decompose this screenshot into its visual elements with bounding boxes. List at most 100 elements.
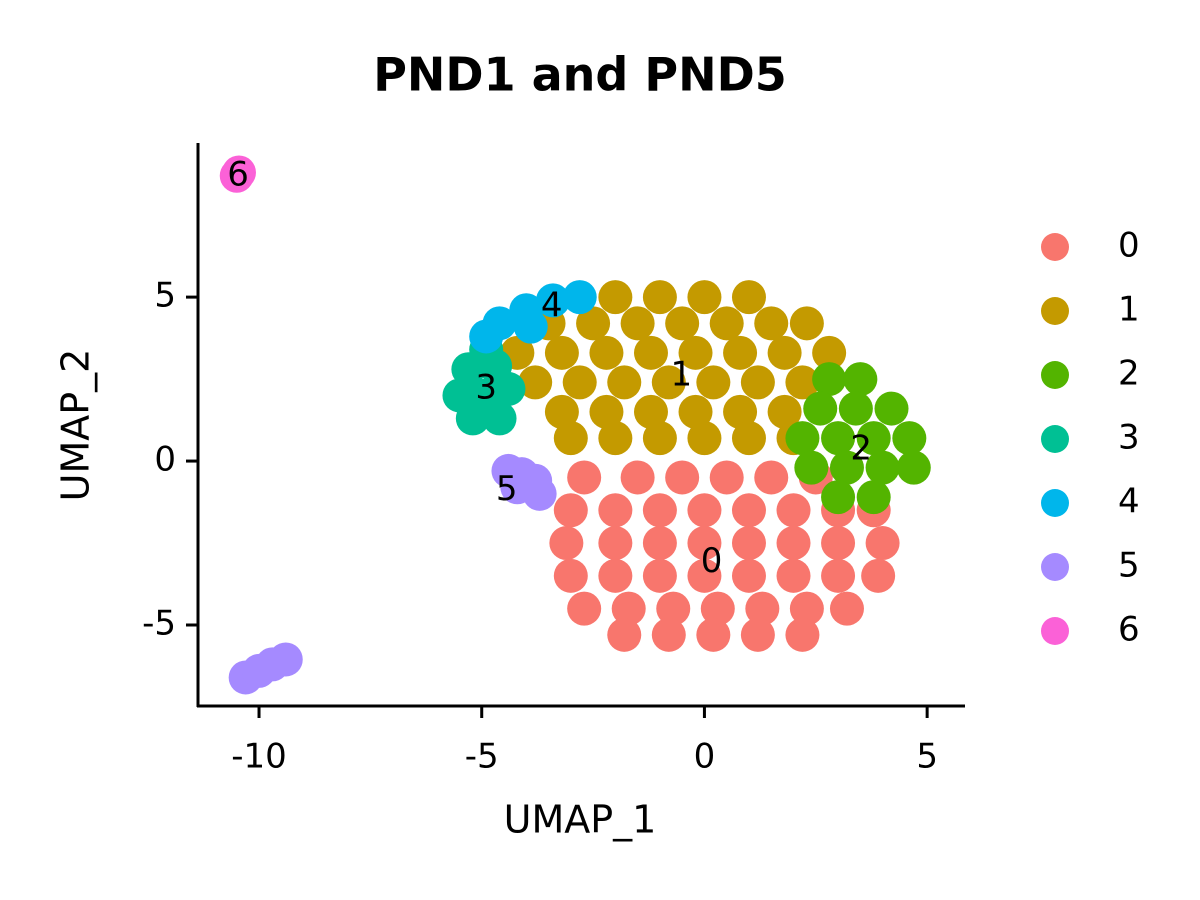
point <box>723 335 758 370</box>
point <box>518 365 553 400</box>
point <box>651 365 686 400</box>
point <box>656 591 691 626</box>
point <box>754 306 789 341</box>
point <box>221 155 256 190</box>
point <box>731 558 766 593</box>
point <box>767 394 802 429</box>
point <box>535 283 570 318</box>
legend-label: 2 <box>1118 354 1140 394</box>
x-axis-label: UMAP_1 <box>504 798 657 842</box>
cluster-label: 2 <box>850 428 872 468</box>
legend-marker <box>1041 361 1069 389</box>
point <box>731 493 766 528</box>
point <box>821 421 856 456</box>
cluster-label: 4 <box>541 285 563 325</box>
point <box>731 526 766 561</box>
point <box>896 450 931 485</box>
point <box>865 526 900 561</box>
point <box>794 450 829 485</box>
point <box>268 642 303 677</box>
legend-label: 1 <box>1118 290 1140 330</box>
point <box>491 453 526 488</box>
cluster-label: 0 <box>701 541 723 581</box>
point <box>633 335 668 370</box>
point <box>576 306 611 341</box>
point <box>651 617 686 652</box>
point <box>821 558 856 593</box>
point <box>562 280 597 315</box>
point <box>865 450 900 485</box>
chart-title: PND1 and PND5 <box>373 48 787 102</box>
point <box>553 493 588 528</box>
point <box>678 394 713 429</box>
point <box>789 306 824 341</box>
point <box>785 421 820 456</box>
point <box>665 306 700 341</box>
point <box>700 591 735 626</box>
point <box>598 558 633 593</box>
point <box>589 335 624 370</box>
x-tick-label: 0 <box>694 737 716 777</box>
point <box>642 421 677 456</box>
point <box>455 401 490 436</box>
point <box>803 391 838 426</box>
point <box>874 391 909 426</box>
point <box>731 280 766 315</box>
point <box>745 591 780 626</box>
x-tick-label: -10 <box>231 737 287 777</box>
point <box>789 591 824 626</box>
point <box>892 421 927 456</box>
y-tick-label: 5 <box>154 276 176 316</box>
legend-marker <box>1041 233 1069 261</box>
y-axis-label: UMAP_2 <box>54 349 98 502</box>
point <box>767 335 802 370</box>
point <box>776 493 811 528</box>
cluster-label: 3 <box>475 367 497 407</box>
point <box>553 421 588 456</box>
legend-label: 3 <box>1118 418 1140 458</box>
point <box>491 371 526 406</box>
point <box>642 280 677 315</box>
point <box>522 476 557 511</box>
cluster-label: 6 <box>227 154 249 194</box>
point <box>598 526 633 561</box>
cluster-label: 1 <box>670 354 692 394</box>
point <box>620 460 655 495</box>
point <box>838 391 873 426</box>
x-tick-label: -5 <box>465 737 499 777</box>
point <box>513 309 548 344</box>
point <box>642 493 677 528</box>
point <box>740 365 775 400</box>
point <box>785 365 820 400</box>
point <box>856 421 891 456</box>
point <box>642 526 677 561</box>
point <box>598 280 633 315</box>
legend-label: 4 <box>1118 482 1140 522</box>
point <box>687 421 722 456</box>
point <box>553 558 588 593</box>
x-tick-label: 5 <box>916 737 938 777</box>
legend-marker <box>1041 425 1069 453</box>
point <box>642 558 677 593</box>
point <box>687 558 722 593</box>
point <box>776 526 811 561</box>
point <box>776 558 811 593</box>
point <box>709 460 744 495</box>
point <box>607 617 642 652</box>
point <box>598 493 633 528</box>
point <box>611 591 646 626</box>
point <box>549 526 584 561</box>
point <box>709 306 744 341</box>
legend-label: 5 <box>1118 546 1140 586</box>
point <box>567 591 602 626</box>
point <box>665 460 700 495</box>
cluster-labels: 0 1 2 3 4 5 6 <box>227 154 872 581</box>
point <box>687 526 722 561</box>
point <box>754 460 789 495</box>
point <box>687 280 722 315</box>
point <box>740 617 775 652</box>
point <box>589 394 624 429</box>
point <box>633 394 668 429</box>
point <box>812 335 847 370</box>
